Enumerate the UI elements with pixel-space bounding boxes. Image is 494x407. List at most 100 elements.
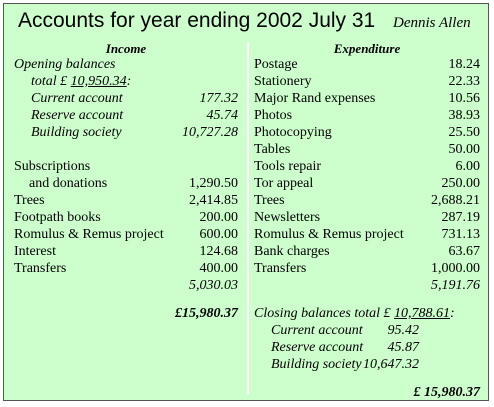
expense-row: Postage 18.24 xyxy=(254,56,480,73)
expense-row-value: 38.93 xyxy=(448,108,481,123)
expense-row-label: Bank charges xyxy=(254,244,330,259)
expense-row-label: Postage xyxy=(254,57,298,72)
income-subtotal: 5,030.03 xyxy=(189,278,238,293)
opening-item-value: 45.74 xyxy=(206,108,239,123)
expense-row: Romulus & Remus project 731.13 xyxy=(254,226,480,243)
income-row-label: Transfers xyxy=(14,261,67,276)
expense-subtotal: 5,191.76 xyxy=(431,278,480,293)
income-heading: Income xyxy=(105,41,147,56)
income-row-value: 2,414.85 xyxy=(189,193,238,208)
expense-row: Tables 50.00 xyxy=(254,141,480,158)
income-row-value: 600.00 xyxy=(199,227,239,242)
income-subtotal-row: 5,030.03 xyxy=(14,277,238,294)
income-column: Income Opening balances total £ 10,950.3… xyxy=(14,42,238,322)
spacer xyxy=(254,294,480,305)
expense-row-value: 250.00 xyxy=(441,176,481,191)
expense-row: Major Rand expenses 10.56 xyxy=(254,90,480,107)
opening-item-label: Reserve account xyxy=(31,108,124,123)
income-row-label: Romulus & Remus project xyxy=(14,227,164,242)
accounts-sheet: Accounts for year ending 2002 July 31 De… xyxy=(3,3,489,401)
income-row-value: 200.00 xyxy=(199,210,239,225)
opening-total-value: 10,950.34 xyxy=(70,74,127,89)
expense-row: Newsletters 287.19 xyxy=(254,209,480,226)
column-divider xyxy=(247,42,249,394)
closing-item-label: Reserve account xyxy=(271,340,364,355)
closing-total-value: 10,788.61 xyxy=(394,306,450,321)
opening-item-value: 177.32 xyxy=(199,91,239,106)
closing-item-row: Reserve account 45.87 xyxy=(254,339,480,356)
expense-row-value: 2,688.21 xyxy=(431,193,480,208)
closing-item-row: Building society 10,647.32 xyxy=(254,356,480,373)
closing-total-prefix: Closing balances total £ xyxy=(254,306,394,321)
expense-row: Tor appeal 250.00 xyxy=(254,175,480,192)
opening-item-label: Building society xyxy=(31,125,122,140)
expense-row-label: Romulus & Remus project xyxy=(254,227,404,242)
income-row: Trees 2,414.85 xyxy=(14,192,238,209)
expense-row-value: 18.24 xyxy=(448,57,481,72)
expense-row-value: 731.13 xyxy=(441,227,481,242)
closing-item-value: 45.87 xyxy=(387,340,420,355)
income-row-value: 124.68 xyxy=(199,244,239,259)
income-row-label: Interest xyxy=(14,244,56,259)
closing-item-value: 10,647.32 xyxy=(363,357,419,372)
expense-row-value: 22.33 xyxy=(448,74,481,89)
expense-row-label: Trees xyxy=(254,193,285,208)
closing-total-row: Closing balances total £ 10,788.61: xyxy=(254,305,480,322)
income-row-value: 400.00 xyxy=(199,261,239,276)
expense-row: Tools repair 6.00 xyxy=(254,158,480,175)
subscriptions-label: Subscriptions xyxy=(14,159,91,174)
opening-total-row: total £ 10,950.34: xyxy=(14,73,238,90)
expense-row-value: 50.00 xyxy=(448,142,481,157)
income-row-label: Trees xyxy=(14,193,45,208)
expense-grand-total-row: £ 15,980.37 xyxy=(254,384,481,401)
closing-item-row: Current account 95.42 xyxy=(254,322,480,339)
opening-balances-row: Opening balances xyxy=(14,56,238,73)
expense-row-value: 63.67 xyxy=(448,244,481,259)
expense-row-value: 287.19 xyxy=(441,210,481,225)
spacer xyxy=(14,294,238,305)
expense-row: Transfers 1,000.00 xyxy=(254,260,480,277)
author-name: Dennis Allen xyxy=(393,15,471,31)
closing-item-value: 95.42 xyxy=(387,323,420,338)
spacer xyxy=(254,373,480,384)
income-row: Interest 124.68 xyxy=(14,243,238,260)
donations-label: and donations xyxy=(29,176,108,191)
expense-row: Stationery 22.33 xyxy=(254,73,480,90)
expense-row-label: Stationery xyxy=(254,74,312,89)
expense-row-value: 25.50 xyxy=(448,125,481,140)
donations-value: 1,290.50 xyxy=(189,176,238,191)
opening-item-row: Reserve account 45.74 xyxy=(14,107,238,124)
closing-total-line: Closing balances total £ 10,788.61: xyxy=(254,305,455,322)
income-grand-total-row: £15,980.37 xyxy=(14,305,238,322)
expense-grand-total: £ 15,980.37 xyxy=(413,385,481,400)
expenditure-column: Expenditure Postage 18.24 Stationery 22.33… xyxy=(254,42,480,401)
expenditure-heading: Expenditure xyxy=(333,41,401,56)
opening-item-label: Current account xyxy=(31,91,123,106)
expense-row-label: Tables xyxy=(254,142,291,157)
expense-row: Photos 38.93 xyxy=(254,107,480,124)
spacer xyxy=(14,141,238,158)
expense-row-label: Major Rand expenses xyxy=(254,91,376,106)
expense-row-label: Transfers xyxy=(254,261,307,276)
expense-row-value: 1,000.00 xyxy=(431,261,480,276)
opening-item-row: Current account 177.32 xyxy=(14,90,238,107)
closing-item-label: Building society xyxy=(271,357,362,372)
expense-row-label: Tor appeal xyxy=(254,176,314,191)
income-row: Transfers 400.00 xyxy=(14,260,238,277)
subscriptions-row: Subscriptions xyxy=(14,158,238,175)
expense-row: Photocopying 25.50 xyxy=(254,124,480,141)
expense-subtotal-row: 5,191.76 xyxy=(254,277,480,294)
expense-row-value: 10.56 xyxy=(448,91,481,106)
opening-total-prefix: total £ xyxy=(31,74,71,89)
opening-item-row: Building society 10,727.28 xyxy=(14,124,238,141)
expense-row-label: Photos xyxy=(254,108,293,123)
closing-item-label: Current account xyxy=(271,323,363,338)
opening-total-suffix: : xyxy=(126,74,132,89)
opening-total-line: total £ 10,950.34: xyxy=(14,73,131,90)
closing-total-suffix: : xyxy=(450,306,455,321)
income-row-label: Footpath books xyxy=(14,210,101,225)
opening-item-value: 10,727.28 xyxy=(182,125,238,140)
expense-row-label: Tools repair xyxy=(254,159,322,174)
expense-row-value: 6.00 xyxy=(455,159,481,174)
donations-row: and donations 1,290.50 xyxy=(14,175,238,192)
